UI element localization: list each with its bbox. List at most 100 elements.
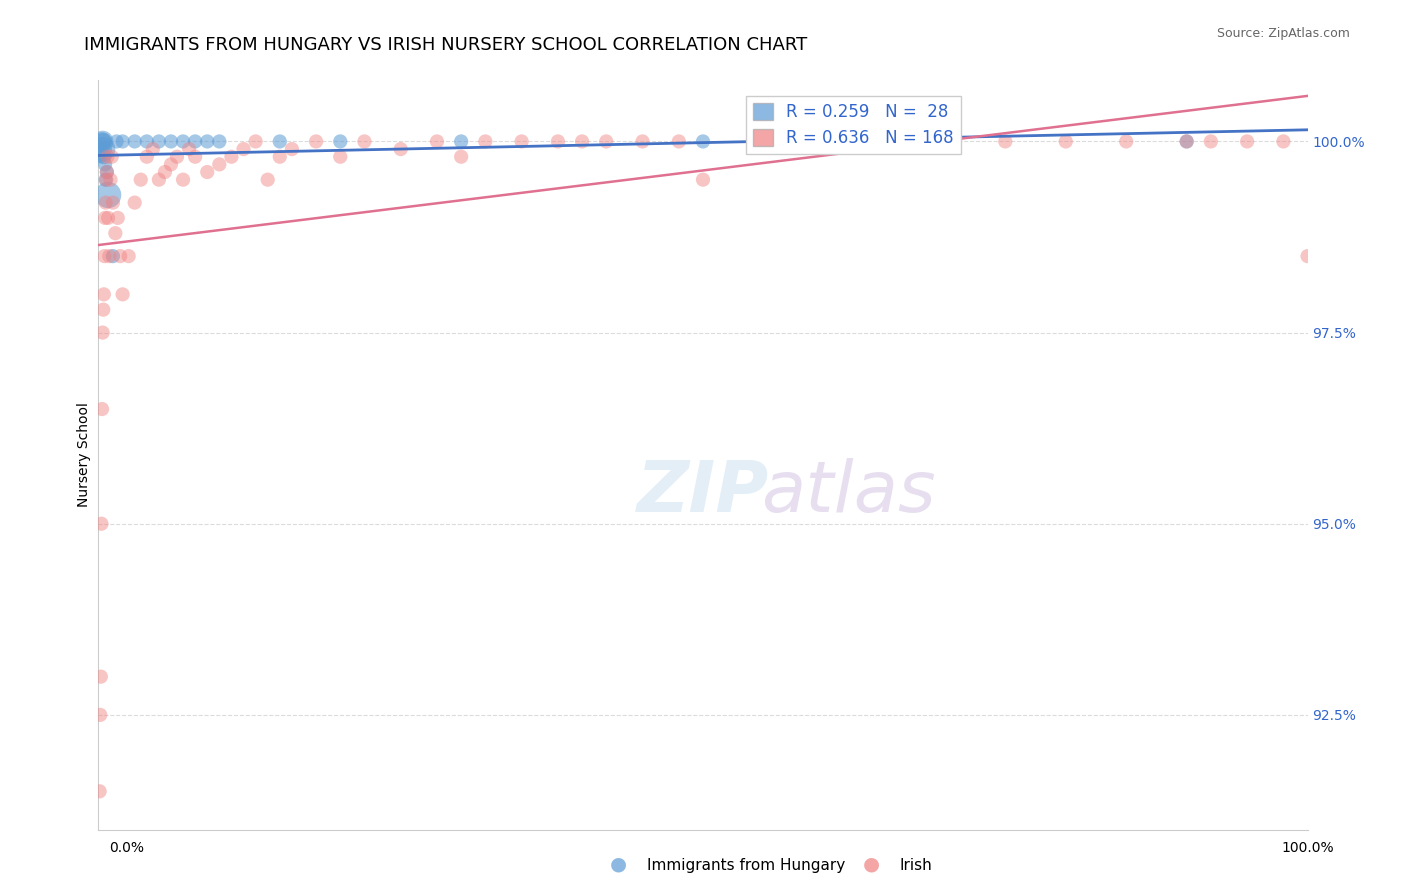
- Point: [93, 150, 115, 164]
- Point: [96, 150, 118, 164]
- Point: [353, 135, 375, 149]
- Point: [631, 135, 654, 149]
- Point: [89, 707, 111, 722]
- Point: [94, 211, 117, 225]
- Point: [1175, 135, 1198, 149]
- Point: [89, 784, 111, 798]
- Point: [96, 165, 118, 179]
- Legend: R = 0.259   N =  28, R = 0.636   N = 168: R = 0.259 N = 28, R = 0.636 N = 168: [747, 96, 960, 154]
- Text: 0.0%: 0.0%: [110, 841, 143, 855]
- Point: [93, 287, 115, 301]
- Point: [90, 516, 112, 531]
- Point: [813, 135, 835, 149]
- Point: [195, 165, 218, 179]
- Point: [510, 135, 533, 149]
- Point: [1272, 135, 1295, 149]
- Point: [934, 135, 956, 149]
- Point: [426, 135, 449, 149]
- Text: Immigrants from Hungary: Immigrants from Hungary: [647, 858, 845, 872]
- Point: [111, 135, 134, 149]
- Point: [256, 172, 278, 186]
- Point: [105, 135, 128, 149]
- Point: [474, 135, 496, 149]
- Point: [94, 157, 117, 171]
- Point: [91, 402, 114, 417]
- Point: [172, 172, 194, 186]
- Point: [692, 135, 714, 149]
- Text: ●: ●: [863, 855, 880, 873]
- Point: [195, 135, 218, 149]
- Point: [166, 150, 188, 164]
- Point: [305, 135, 328, 149]
- Point: [104, 226, 127, 240]
- Point: [184, 135, 207, 149]
- Point: [101, 249, 124, 263]
- Point: [135, 135, 157, 149]
- Point: [269, 135, 291, 149]
- Point: [135, 150, 157, 164]
- Point: [90, 670, 112, 684]
- Text: atlas: atlas: [761, 458, 935, 527]
- Point: [595, 135, 617, 149]
- Point: [208, 135, 231, 149]
- Point: [389, 142, 412, 156]
- Point: [160, 157, 183, 171]
- Point: [101, 195, 124, 210]
- Text: Source: ZipAtlas.com: Source: ZipAtlas.com: [1216, 27, 1350, 40]
- Point: [994, 135, 1017, 149]
- Point: [148, 135, 170, 149]
- Point: [90, 150, 112, 164]
- Point: [91, 135, 114, 149]
- Point: [94, 195, 117, 210]
- Point: [1199, 135, 1222, 149]
- Point: [98, 249, 121, 263]
- Point: [129, 172, 152, 186]
- Point: [179, 142, 201, 156]
- Point: [245, 135, 267, 149]
- Point: [111, 287, 134, 301]
- Point: [96, 165, 118, 179]
- Point: [1175, 135, 1198, 149]
- Point: [97, 188, 120, 202]
- Point: [124, 135, 146, 149]
- Point: [281, 142, 304, 156]
- Point: [1054, 135, 1077, 149]
- Point: [148, 172, 170, 186]
- Point: [232, 142, 254, 156]
- Point: [571, 135, 593, 149]
- Point: [1296, 249, 1319, 263]
- Point: [1115, 135, 1137, 149]
- Point: [93, 135, 115, 149]
- Text: ●: ●: [610, 855, 627, 873]
- Point: [153, 165, 176, 179]
- Text: IMMIGRANTS FROM HUNGARY VS IRISH NURSERY SCHOOL CORRELATION CHART: IMMIGRANTS FROM HUNGARY VS IRISH NURSERY…: [84, 36, 807, 54]
- Point: [96, 172, 118, 186]
- Point: [329, 135, 352, 149]
- Point: [91, 135, 114, 149]
- Point: [329, 150, 352, 164]
- Point: [221, 150, 243, 164]
- Point: [94, 172, 117, 186]
- Point: [208, 157, 231, 171]
- Point: [172, 135, 194, 149]
- Point: [93, 142, 115, 156]
- Point: [107, 211, 129, 225]
- Point: [160, 135, 183, 149]
- Point: [118, 249, 141, 263]
- Point: [692, 172, 714, 186]
- Point: [1236, 135, 1258, 149]
- Point: [91, 302, 114, 317]
- Text: Irish: Irish: [900, 858, 932, 872]
- Point: [934, 135, 956, 149]
- Point: [450, 135, 472, 149]
- Point: [142, 142, 165, 156]
- Point: [91, 326, 114, 340]
- Point: [752, 135, 775, 149]
- Point: [100, 172, 122, 186]
- Point: [450, 150, 472, 164]
- Text: ZIP: ZIP: [637, 458, 769, 527]
- Point: [97, 211, 120, 225]
- Point: [269, 150, 291, 164]
- Point: [108, 249, 131, 263]
- Point: [547, 135, 569, 149]
